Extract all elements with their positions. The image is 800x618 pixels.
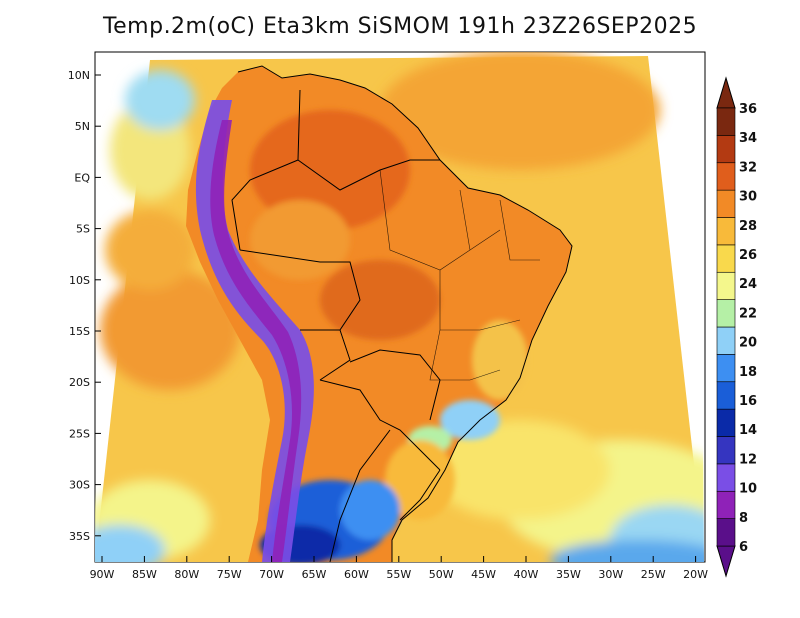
temperature-field <box>95 52 704 562</box>
lon-tick-label: 60W <box>344 568 369 581</box>
colorbar-label: 26 <box>739 248 757 263</box>
colorbar-swatch <box>716 354 736 383</box>
lat-tick-label: 15S <box>69 325 90 338</box>
colorbar-label: 10 <box>739 482 757 497</box>
colorbar-label: 18 <box>739 365 757 380</box>
lat-tick-label: 5N <box>75 120 90 133</box>
colorbar-swatch <box>716 326 736 355</box>
colorbar-swatch <box>716 244 736 273</box>
colorbar-label: 32 <box>739 160 757 175</box>
andes-cold-belt <box>195 100 314 562</box>
colorbar-swatch <box>716 135 736 164</box>
state-borders <box>379 169 540 381</box>
colorbar-label: 36 <box>739 102 757 117</box>
colorbar-label: 24 <box>739 277 757 292</box>
lat-tick-label: 25S <box>69 427 90 440</box>
colorbar-label: 34 <box>739 131 757 146</box>
colorbar-swatch <box>716 436 736 465</box>
lat-tick-label: 5S <box>76 223 90 236</box>
colorbar: 6 8 10 12 14 16 18 20 22 24 26 28 30 32 34 36 <box>716 76 757 578</box>
lon-tick-label: 30W <box>598 568 623 581</box>
lon-tick-label: 50W <box>429 568 454 581</box>
lat-tick-label: 10N <box>68 69 90 82</box>
colorbar-swatch <box>716 381 736 410</box>
colorbar-label: 28 <box>739 219 757 234</box>
latitude-axis: 10N 5N EQ 5S 10S 15S 20S 25S 30S 35S <box>68 69 101 543</box>
lon-tick-label: 45W <box>471 568 496 581</box>
lon-tick-label: 70W <box>259 568 284 581</box>
colorbar-swatch <box>716 518 736 547</box>
lat-tick-label: 20S <box>69 376 90 389</box>
lat-tick-label: 35S <box>69 530 90 543</box>
map-title: Temp.2m(oC) Eta3km SiSMOM 191h 23Z26SEP2… <box>102 14 698 39</box>
lon-tick-label: 85W <box>132 568 157 581</box>
lat-tick-label: 10S <box>69 274 90 287</box>
lat-tick-label: EQ <box>74 171 90 184</box>
colorbar-label: 12 <box>739 452 757 467</box>
longitude-axis: 90W 85W 80W 75W 70W 65W 60W 55W 50W 45W 40W 35W 30W 2… <box>90 556 708 581</box>
lon-tick-label: 55W <box>386 568 411 581</box>
colorbar-min-arrow <box>716 545 736 578</box>
colorbar-label: 20 <box>739 336 757 351</box>
lon-tick-label: 35W <box>556 568 581 581</box>
colorbar-swatch <box>716 107 736 136</box>
colorbar-swatch <box>716 408 736 437</box>
colorbar-swatch <box>716 271 736 300</box>
colorbar-label: 8 <box>739 511 748 526</box>
lon-tick-label: 20W <box>683 568 708 581</box>
colorbar-label: 14 <box>739 423 757 438</box>
colorbar-label: 22 <box>739 306 757 321</box>
lon-tick-label: 75W <box>217 568 242 581</box>
colorbar-swatch <box>716 162 736 191</box>
lat-tick-label: 30S <box>69 479 90 492</box>
colorbar-swatch <box>716 189 736 218</box>
lon-tick-label: 25W <box>641 568 666 581</box>
colorbar-swatch <box>716 217 736 246</box>
lon-tick-label: 80W <box>174 568 199 581</box>
country-borders <box>231 89 441 562</box>
lon-tick-label: 65W <box>302 568 327 581</box>
colorbar-max-arrow <box>716 76 736 109</box>
colorbar-swatch <box>716 299 736 328</box>
colorbar-swatch <box>716 490 736 519</box>
colorbar-label: 16 <box>739 394 757 409</box>
colorbar-label: 6 <box>739 540 748 555</box>
colorbar-swatch <box>716 463 736 492</box>
colorbar-label: 30 <box>739 190 757 205</box>
lon-tick-label: 90W <box>90 568 115 581</box>
lon-tick-label: 40W <box>514 568 539 581</box>
coastline <box>237 65 573 562</box>
